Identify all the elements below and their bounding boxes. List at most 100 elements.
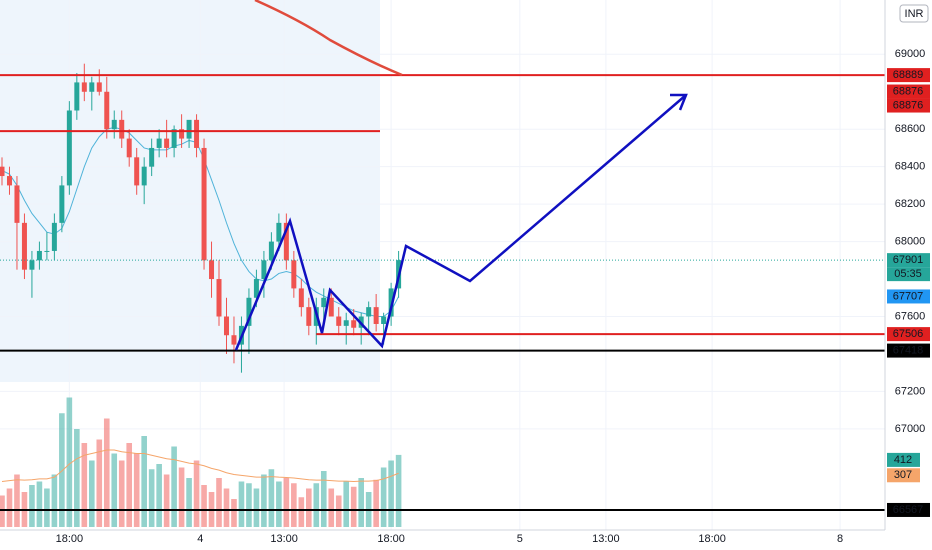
candle-body	[336, 316, 342, 326]
volume-bar	[81, 443, 88, 527]
x-tick-label: 13:00	[592, 533, 620, 545]
volume-bar	[103, 418, 110, 527]
x-tick-label: 18:00	[56, 533, 84, 545]
price-tag	[887, 502, 930, 517]
volume-bar	[66, 397, 73, 527]
volume-bar	[6, 488, 13, 527]
volume-bar	[0, 495, 5, 527]
candle-body	[298, 288, 304, 308]
y-tick-label: 68200	[895, 198, 926, 210]
x-tick-label: 18:00	[377, 533, 405, 545]
volume-bar	[291, 483, 297, 527]
price-tag	[887, 68, 930, 83]
candle-body	[149, 147, 155, 167]
volume-bar	[111, 453, 118, 527]
price-tag-label: 66567	[893, 504, 924, 516]
volume-tag	[887, 452, 920, 467]
candle-body	[141, 166, 147, 186]
volume-bar	[298, 497, 305, 527]
price-tag	[887, 343, 930, 358]
volume-bar	[276, 481, 282, 527]
volume-bar	[186, 478, 192, 527]
candle-body	[291, 260, 297, 289]
volume-bar	[201, 485, 207, 527]
volume-bar	[14, 474, 20, 527]
volume-bar	[231, 499, 237, 527]
volume-bar	[268, 469, 275, 527]
candle-body	[328, 297, 334, 317]
volume-bar	[36, 481, 43, 527]
x-tick-label: 13:00	[270, 533, 298, 545]
candle-body	[261, 260, 267, 280]
candle-body	[216, 279, 222, 317]
candle-body	[283, 222, 289, 261]
candle-body	[321, 297, 327, 308]
candle-body	[276, 222, 282, 242]
x-tick-label: 18:00	[698, 533, 726, 545]
label-layer: 69000 68600 68400 68200 68000 67600 67200 67000…	[56, 48, 930, 545]
candle-body	[59, 185, 65, 223]
candle-body	[111, 119, 117, 130]
volume-bar	[163, 474, 170, 527]
candle-body	[104, 91, 110, 130]
volume-bar	[141, 436, 147, 527]
price-tag-label: 67707	[893, 290, 924, 302]
volume-bar	[261, 474, 267, 527]
candle-body	[156, 138, 162, 148]
volume-bar	[343, 481, 350, 527]
candle-body	[126, 138, 132, 158]
x-tick-label: 4	[197, 533, 203, 545]
candle-body	[179, 129, 185, 139]
y-tick-label: 67200	[895, 385, 926, 397]
candle-body	[0, 166, 5, 177]
volume-bar	[216, 478, 222, 527]
volume-bar	[44, 488, 50, 527]
volume-bar	[373, 479, 379, 527]
candle-body	[373, 307, 379, 324]
price-tag-label: 68876	[893, 85, 924, 97]
x-tick-label: 5	[517, 533, 523, 545]
candle-body	[74, 82, 80, 111]
currency-badge[interactable]	[899, 4, 929, 23]
candle-body	[388, 288, 394, 317]
volume-bar	[358, 478, 364, 527]
volume-bar	[335, 495, 342, 527]
volume-bar	[118, 460, 125, 527]
volume-bar	[246, 483, 252, 527]
candle-body	[223, 316, 229, 336]
price-tag	[887, 327, 930, 342]
candle-body	[201, 147, 207, 261]
mark-layer	[0, 63, 885, 527]
candle-body	[119, 119, 125, 139]
volume-bar	[328, 488, 335, 527]
arrow-head	[670, 93, 688, 111]
volume-bar	[156, 464, 162, 527]
countdown: 05:35	[894, 268, 922, 280]
price-tag-label: 67506	[893, 328, 924, 340]
y-tick-label: 69000	[895, 48, 926, 60]
y-tick-label: 67000	[895, 423, 926, 435]
volume-bar	[320, 471, 327, 527]
volume-bar	[223, 488, 230, 527]
long-ma-curve	[254, 0, 403, 77]
price-tag-label: 68889	[893, 69, 924, 81]
vma-tag	[887, 468, 920, 483]
volume-bar	[306, 488, 312, 527]
volume-ma	[1, 449, 399, 483]
volume-bar	[148, 469, 155, 527]
volume-bar	[29, 485, 35, 527]
candle-body	[21, 222, 27, 270]
volume-bar	[193, 460, 200, 527]
pattern-drawing	[234, 94, 687, 351]
price-tag	[887, 289, 930, 304]
price-tag-label: 68876	[893, 99, 924, 111]
volume-bar	[350, 486, 357, 527]
candle-body	[366, 307, 372, 317]
countdown-tag	[887, 267, 930, 282]
volume-bar	[74, 429, 80, 527]
candle-body	[194, 119, 200, 148]
volume-bar	[395, 454, 402, 527]
volume-bar	[88, 460, 95, 527]
candle-body	[29, 260, 35, 270]
